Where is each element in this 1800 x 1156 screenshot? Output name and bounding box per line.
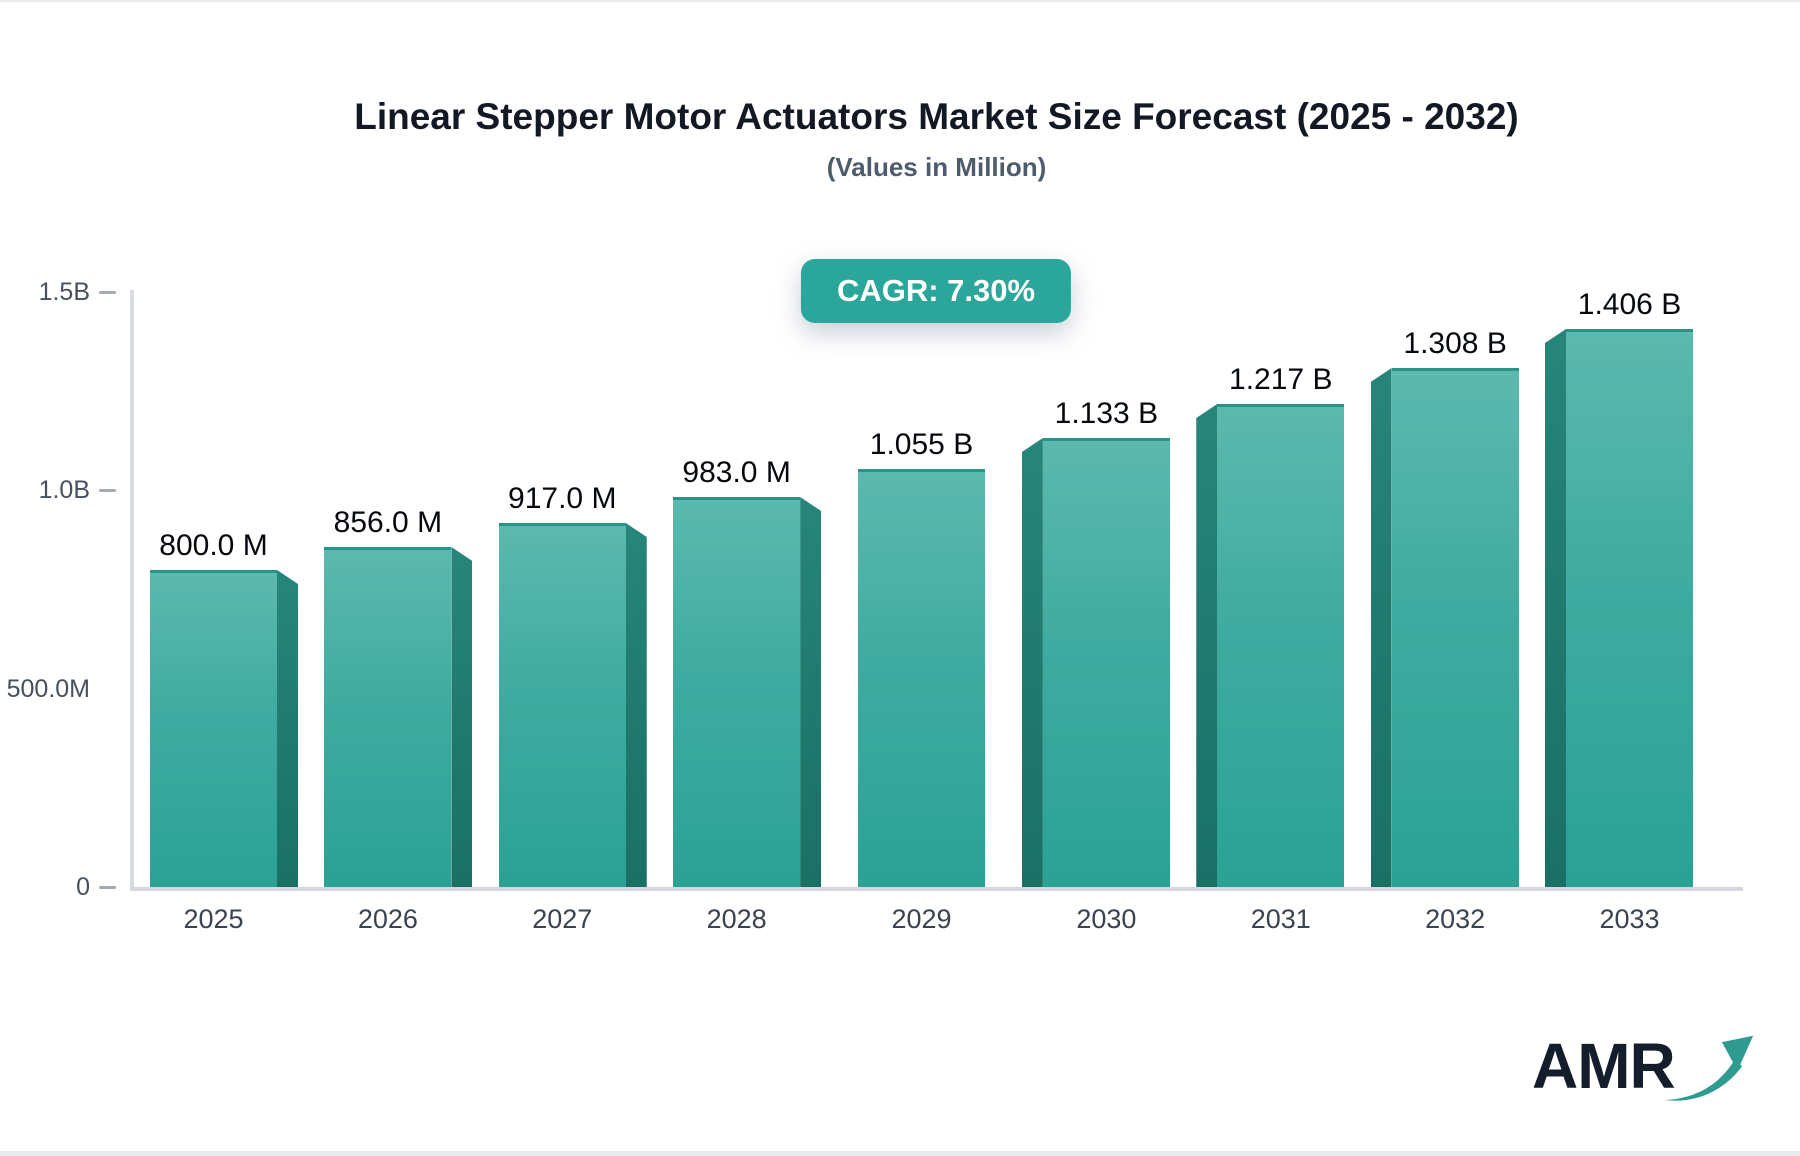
x-tick-label-2027: 2027 (532, 904, 593, 934)
bar-3d-side-2027 (625, 523, 647, 887)
y-axis-line (130, 290, 134, 891)
amr-logo: AMR (1532, 1030, 1755, 1111)
y-tick-label-0: 0 (76, 873, 90, 901)
bar-2027[interactable] (498, 523, 626, 887)
x-tick-label-2029: 2029 (891, 904, 952, 934)
bar-value-label-2028: 983.0 M (682, 456, 791, 489)
bar-3d-side-2030 (1021, 438, 1043, 887)
chart-title: Linear Stepper Motor Actuators Market Si… (354, 96, 1519, 137)
x-tick-label-2032: 2032 (1425, 904, 1486, 934)
bar-value-label-2029: 1.055 B (869, 428, 974, 461)
bar-value-label-2027: 917.0 M (508, 482, 617, 515)
x-tick-label-2028: 2028 (706, 904, 767, 934)
bar-2026[interactable] (324, 547, 452, 887)
bar-2028[interactable] (673, 497, 801, 887)
bar-2031[interactable] (1217, 404, 1345, 887)
bar-value-label-2032: 1.308 B (1403, 327, 1507, 360)
y-tick-mark (99, 290, 116, 294)
bar-value-label-2025: 800.0 M (159, 529, 268, 562)
bar-3d-side-2028 (800, 497, 822, 887)
bar-value-label-2030: 1.133 B (1054, 397, 1159, 430)
bar-3d-side-2026 (451, 547, 473, 887)
bar-2025[interactable] (150, 570, 277, 887)
x-tick-label-2033: 2033 (1599, 904, 1660, 934)
y-tick-label-1.0B: 1.0B (38, 476, 90, 505)
amr-logo-text: AMR (1532, 1030, 1676, 1102)
x-tick-label-2025: 2025 (183, 904, 244, 934)
bar-value-label-2026: 856.0 M (333, 506, 443, 539)
cagr-badge: CAGR: 7.30% (800, 259, 1072, 323)
x-tick-label-2031: 2031 (1250, 904, 1311, 934)
bar-2029[interactable] (858, 469, 985, 887)
bar-2033[interactable] (1566, 329, 1693, 887)
bar-value-label-2033: 1.406 B (1577, 288, 1682, 321)
bar-3d-side-2032 (1370, 368, 1392, 887)
x-tick-label-2026: 2026 (357, 904, 418, 934)
bar-2032[interactable] (1391, 368, 1519, 887)
y-tick-label-1.5B: 1.5B (38, 278, 90, 306)
chart-subtitle: (Values in Million) (826, 152, 1047, 182)
growth-arrow-icon (1663, 1028, 1755, 1111)
y-tick-label-500.0M: 500.0M (6, 674, 90, 703)
bar-3d-side-2033 (1545, 329, 1566, 887)
bar-3d-side-2025 (277, 570, 298, 887)
y-tick-mark (99, 488, 116, 492)
bar-2030[interactable] (1042, 438, 1170, 887)
x-axis-line (130, 887, 1743, 891)
bar-3d-side-2031 (1196, 404, 1218, 887)
x-tick-label-2030: 2030 (1076, 904, 1137, 934)
bar-value-label-2031: 1.217 B (1229, 363, 1333, 396)
y-tick-mark (99, 885, 116, 889)
